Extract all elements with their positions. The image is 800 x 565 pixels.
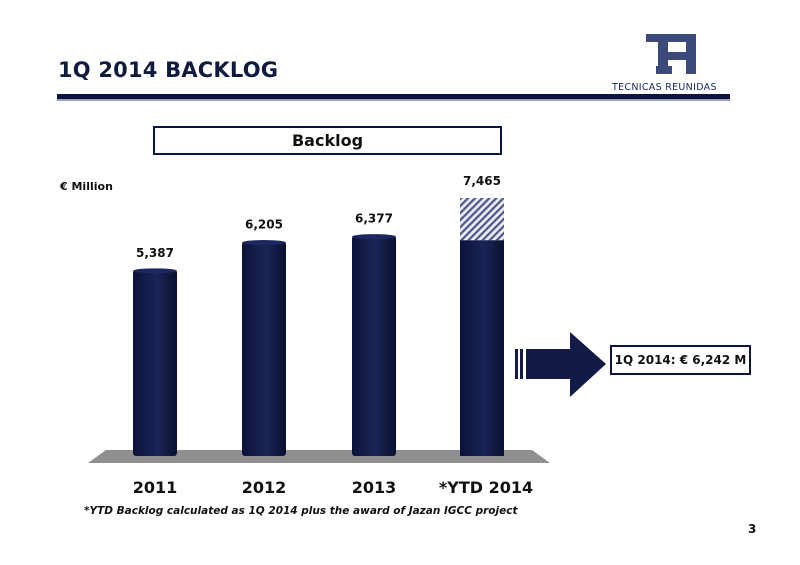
bar-cap	[352, 234, 396, 240]
value-label-2: 6,205	[245, 218, 283, 232]
unit-label: € Million	[60, 180, 113, 193]
value-label-1: 5,387	[136, 246, 174, 260]
bar-2	[242, 240, 286, 456]
bar-base-segment	[460, 240, 504, 456]
logo-wordmark: TECNICAS REUNIDAS	[612, 82, 717, 93]
value-label-4: 7,465	[463, 174, 501, 188]
bar-4	[460, 198, 504, 456]
chart-title: Backlog	[153, 126, 502, 155]
callout-arrow	[515, 332, 606, 397]
page-number: 3	[748, 522, 757, 536]
category-label-4: *YTD 2014	[439, 478, 533, 497]
bar-body	[133, 269, 177, 456]
company-logo	[646, 34, 696, 74]
callout-box: 1Q 2014: € 6,242 M	[610, 345, 751, 375]
category-label-1: 2011	[133, 478, 178, 497]
bar-cap	[242, 240, 286, 246]
chart-floor	[88, 450, 550, 463]
bar-body	[242, 241, 286, 456]
bar-1	[133, 268, 177, 456]
bar-cap	[133, 268, 177, 274]
category-label-2: 2012	[242, 478, 287, 497]
value-label-3: 6,377	[355, 212, 393, 226]
slide-title: 1Q 2014 BACKLOG	[58, 58, 279, 82]
bar-hatched-segment	[460, 198, 504, 241]
bar-3	[352, 234, 396, 456]
footnote: *YTD Backlog calculated as 1Q 2014 plus …	[84, 505, 518, 517]
title-rule	[57, 94, 730, 101]
bar-body	[352, 235, 396, 456]
category-label-3: 2013	[352, 478, 397, 497]
